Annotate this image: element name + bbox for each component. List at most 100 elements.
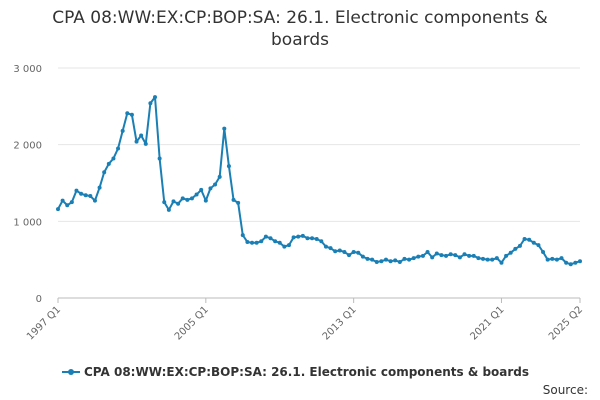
data-point[interactable] (471, 253, 476, 258)
data-point[interactable] (236, 200, 241, 205)
data-point[interactable] (564, 260, 569, 265)
data-point[interactable] (134, 139, 139, 144)
data-point[interactable] (430, 255, 435, 260)
data-point[interactable] (393, 258, 398, 263)
data-point[interactable] (578, 259, 582, 264)
data-point[interactable] (480, 256, 485, 261)
data-point[interactable] (88, 194, 93, 199)
data-point[interactable] (531, 240, 536, 245)
data-point[interactable] (83, 193, 88, 198)
data-point[interactable] (176, 201, 181, 206)
data-point[interactable] (153, 95, 158, 100)
data-point[interactable] (273, 239, 278, 244)
data-point[interactable] (277, 240, 282, 245)
data-point[interactable] (365, 256, 370, 261)
data-point[interactable] (402, 256, 407, 261)
data-point[interactable] (513, 246, 518, 251)
data-point[interactable] (286, 243, 291, 248)
data-point[interactable] (504, 253, 509, 258)
data-point[interactable] (245, 240, 250, 245)
data-point[interactable] (157, 156, 162, 161)
data-point[interactable] (379, 259, 384, 264)
data-point[interactable] (448, 252, 453, 257)
data-point[interactable] (263, 234, 268, 239)
data-point[interactable] (129, 112, 134, 117)
data-point[interactable] (116, 146, 121, 151)
data-point[interactable] (554, 257, 559, 262)
data-point[interactable] (65, 203, 70, 208)
data-point[interactable] (397, 259, 402, 264)
data-point[interactable] (208, 186, 213, 191)
data-point[interactable] (328, 246, 333, 251)
data-point[interactable] (467, 253, 472, 258)
data-point[interactable] (347, 253, 352, 258)
data-point[interactable] (74, 188, 79, 193)
data-point[interactable] (374, 259, 379, 264)
data-point[interactable] (541, 250, 546, 254)
data-point[interactable] (185, 197, 190, 202)
data-point[interactable] (259, 239, 264, 244)
data-point[interactable] (342, 250, 347, 254)
data-point[interactable] (222, 126, 227, 131)
data-point[interactable] (310, 236, 315, 241)
data-point[interactable] (79, 191, 84, 196)
data-point[interactable] (333, 249, 338, 254)
data-point[interactable] (545, 257, 550, 262)
data-point[interactable] (337, 248, 342, 253)
data-point[interactable] (199, 187, 204, 192)
data-point[interactable] (203, 198, 208, 203)
data-point[interactable] (411, 256, 416, 261)
data-point[interactable] (60, 198, 65, 203)
data-point[interactable] (499, 260, 504, 265)
legend[interactable]: CPA 08:WW:EX:CP:BOP:SA: 26.1. Electronic… (62, 365, 529, 379)
data-point[interactable] (97, 185, 102, 190)
data-point[interactable] (407, 257, 412, 262)
data-point[interactable] (490, 257, 495, 262)
data-point[interactable] (476, 256, 481, 261)
data-point[interactable] (254, 240, 259, 245)
data-point[interactable] (189, 196, 194, 201)
data-point[interactable] (231, 197, 236, 202)
data-point[interactable] (356, 250, 361, 255)
data-point[interactable] (323, 244, 328, 249)
data-point[interactable] (226, 164, 231, 169)
data-point[interactable] (194, 192, 199, 197)
data-point[interactable] (494, 256, 499, 261)
data-point[interactable] (536, 243, 541, 248)
data-point[interactable] (69, 200, 74, 205)
data-point[interactable] (92, 198, 97, 203)
data-point[interactable] (148, 101, 153, 106)
data-point[interactable] (143, 141, 148, 146)
data-point[interactable] (550, 256, 555, 261)
data-point[interactable] (139, 133, 144, 138)
data-point[interactable] (171, 199, 176, 204)
data-point[interactable] (444, 253, 449, 258)
data-point[interactable] (434, 251, 439, 256)
data-point[interactable] (568, 262, 573, 267)
data-point[interactable] (180, 196, 185, 201)
data-point[interactable] (485, 257, 490, 262)
data-point[interactable] (300, 233, 305, 238)
data-point[interactable] (125, 111, 130, 116)
data-point[interactable] (522, 236, 527, 241)
data-point[interactable] (213, 182, 218, 187)
data-point[interactable] (120, 128, 125, 133)
data-point[interactable] (370, 257, 375, 262)
data-point[interactable] (388, 259, 393, 264)
data-point[interactable] (106, 161, 111, 166)
data-point[interactable] (305, 236, 310, 241)
data-point[interactable] (383, 257, 388, 262)
data-point[interactable] (296, 234, 301, 239)
data-point[interactable] (527, 237, 532, 242)
data-point[interactable] (102, 170, 107, 175)
data-point[interactable] (360, 254, 365, 259)
data-point[interactable] (559, 256, 564, 261)
data-point[interactable] (319, 239, 324, 244)
data-point[interactable] (291, 235, 296, 240)
data-point[interactable] (56, 207, 60, 212)
data-point[interactable] (240, 233, 245, 238)
data-point[interactable] (162, 200, 167, 205)
data-point[interactable] (425, 250, 430, 254)
data-point[interactable] (166, 207, 171, 212)
data-point[interactable] (250, 240, 255, 245)
